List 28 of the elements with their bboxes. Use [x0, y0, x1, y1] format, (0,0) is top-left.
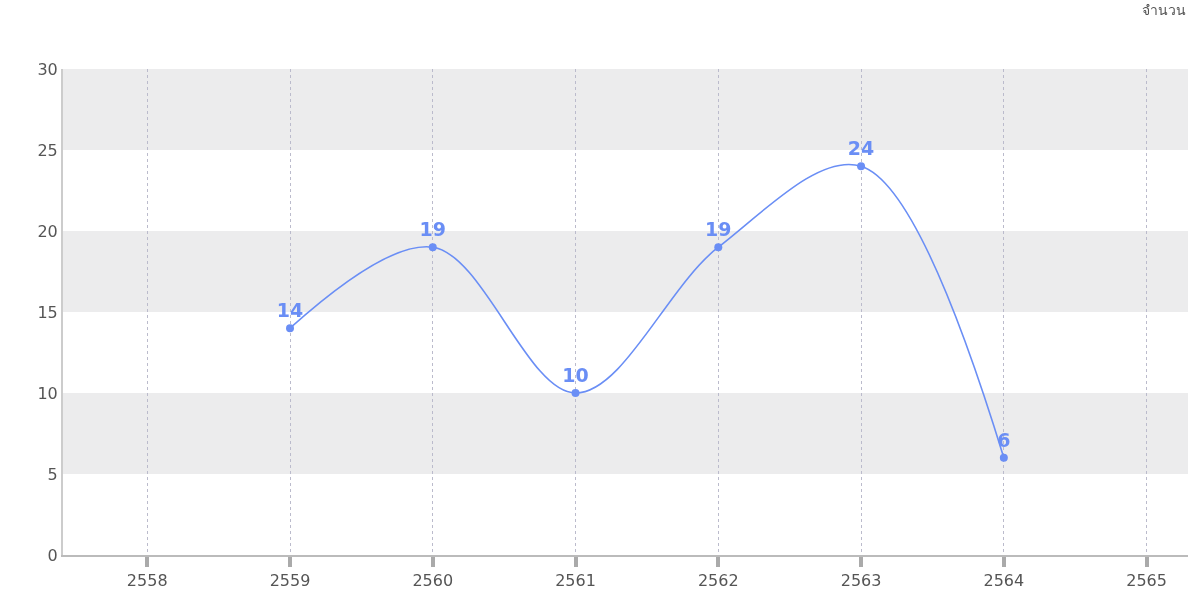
y-tick-label: 20 [37, 221, 58, 241]
y-tick-label: 15 [37, 302, 58, 322]
point [428, 243, 437, 252]
data-label: 24 [847, 137, 875, 160]
x-tick-label: 2563 [840, 571, 882, 591]
x-tick-label: 2565 [1126, 571, 1167, 591]
point [286, 324, 294, 333]
y-tick-label: 30 [37, 59, 58, 79]
y-axis-title: จำนวน [1142, 2, 1186, 18]
data-label: 14 [276, 299, 304, 322]
point [857, 162, 866, 171]
x-tick-label: 2561 [555, 571, 596, 591]
y-tick-label: 10 [37, 383, 58, 403]
y-tick-label: 25 [37, 140, 58, 160]
point [714, 243, 723, 252]
x-tick-label: 2558 [126, 571, 168, 591]
y-tick-label: 5 [47, 464, 58, 484]
x-tick-label: 2562 [697, 571, 739, 591]
data-label: 10 [562, 364, 589, 387]
data-label: 19 [419, 218, 446, 241]
y-tick-label: 0 [47, 545, 58, 565]
point [571, 389, 580, 397]
data-label: 19 [705, 218, 732, 241]
x-tick-label: 2559 [269, 571, 311, 591]
point [999, 453, 1008, 462]
x-tick-label: 2564 [983, 571, 1025, 591]
data-label: 6 [997, 429, 1011, 452]
x-tick-label: 2560 [412, 571, 454, 591]
